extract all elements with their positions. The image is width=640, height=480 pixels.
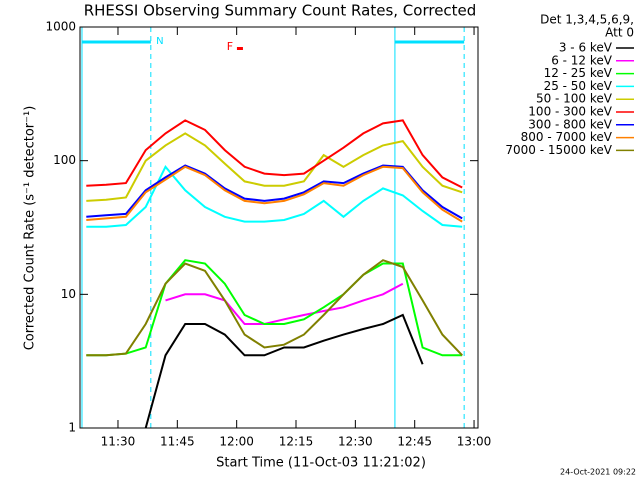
flare-marker — [236, 47, 243, 50]
legend-label: 6 - 12 keV — [551, 53, 613, 67]
series-line — [86, 132, 463, 202]
y-tick-label: 1000 — [45, 20, 76, 34]
x-tick-label: 13:00 — [457, 435, 492, 449]
series-line — [144, 313, 424, 429]
series-line — [165, 282, 404, 325]
legend-label: 800 - 7000 keV — [521, 130, 613, 144]
legend-label: 7000 - 15000 keV — [505, 143, 612, 157]
legend-label: 300 - 800 keV — [528, 117, 612, 131]
series-line — [86, 119, 463, 189]
night-label: N — [156, 36, 163, 47]
y-tick-label: 1 — [68, 421, 76, 435]
y-tick-label: 10 — [61, 287, 76, 301]
x-tick-label: 12:45 — [397, 435, 432, 449]
legend-header: Det 1,3,4,5,6,9, — [540, 13, 634, 27]
legend-label: 100 - 300 keV — [528, 105, 612, 119]
y-axis-label: Corrected Count Rate (s⁻¹ detector⁻¹) — [23, 106, 38, 351]
chart-title: RHESSI Observing Summary Count Rates, Co… — [84, 2, 477, 20]
x-tick-label: 11:45 — [160, 435, 195, 449]
legend-label: 12 - 25 keV — [544, 66, 613, 80]
plot-frame — [79, 26, 479, 429]
legend-label: 3 - 6 keV — [559, 41, 613, 55]
x-tick-label: 12:30 — [338, 435, 373, 449]
series-line — [86, 259, 463, 357]
series-line — [86, 164, 463, 228]
x-tick-label: 11:30 — [101, 435, 136, 449]
series-line — [86, 165, 463, 223]
legend-label: 50 - 100 keV — [536, 92, 613, 106]
x-tick-label: 12:15 — [279, 435, 314, 449]
x-tick-label: 12:00 — [219, 435, 254, 449]
flare-label: F — [227, 40, 233, 53]
legend-label: 25 - 50 keV — [544, 79, 613, 93]
y-tick-label: 100 — [53, 153, 76, 167]
x-axis-label: Start Time (11-Oct-03 11:21:02) — [216, 456, 426, 471]
series-line — [86, 164, 463, 220]
footer: 24-Oct-2021 09:22 — [560, 468, 636, 477]
legend-header: Att 0 — [605, 26, 634, 40]
series-line — [86, 259, 463, 357]
